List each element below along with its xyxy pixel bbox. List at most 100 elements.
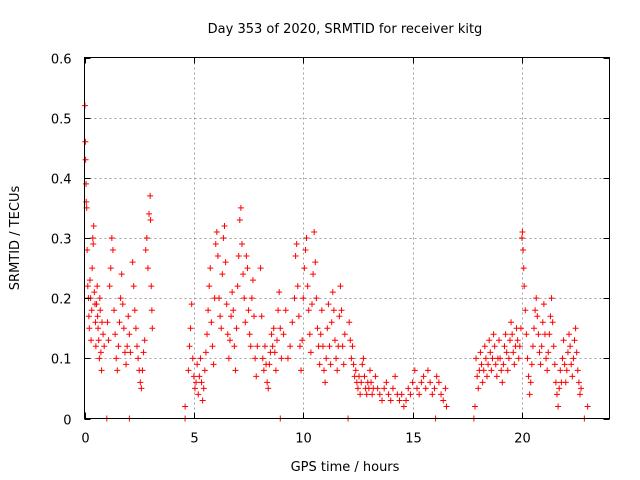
data-point [298, 367, 305, 374]
data-point [114, 367, 121, 374]
data-point [366, 367, 373, 374]
data-point [121, 349, 128, 356]
data-point [322, 379, 329, 386]
data-point [584, 403, 591, 410]
data-point [86, 277, 93, 284]
data-point [574, 367, 581, 374]
data-point [346, 319, 353, 326]
y-tick-label: 0.4 [51, 173, 72, 188]
data-point [528, 361, 535, 368]
data-point [309, 301, 315, 308]
data-point [272, 367, 279, 374]
data-point [186, 343, 193, 350]
data-point [182, 403, 189, 410]
data-point [144, 265, 151, 272]
data-point [240, 271, 247, 278]
tick-labels: 0 0.1 0.2 0.3 0.4 0.5 0.6 0 5 10 15 20 [51, 53, 531, 447]
data-point [556, 385, 563, 392]
data-point [301, 265, 308, 272]
data-point [385, 391, 392, 398]
data-point [268, 331, 275, 338]
data-point [491, 343, 498, 350]
data-point [564, 349, 571, 356]
data-point [383, 379, 390, 386]
data-point [360, 355, 367, 362]
data-point [95, 325, 102, 332]
data-point [147, 216, 154, 223]
data-point [511, 361, 518, 368]
data-point [433, 373, 440, 380]
data-point [219, 271, 226, 278]
data-point [124, 343, 131, 350]
data-point [131, 307, 138, 314]
data-point [218, 325, 225, 332]
data-point [185, 367, 192, 374]
data-point [575, 379, 582, 386]
data-point [84, 247, 91, 254]
data-point [306, 331, 313, 338]
data-point [200, 385, 207, 392]
data-point [340, 361, 347, 368]
data-point [112, 331, 119, 338]
data-point [258, 313, 265, 320]
data-point [443, 403, 450, 410]
data-point [89, 265, 96, 272]
data-point [509, 331, 516, 338]
data-point [374, 385, 381, 392]
data-point [349, 343, 356, 350]
data-point [338, 307, 345, 314]
data-point [223, 301, 230, 308]
data-point [82, 138, 89, 145]
x-tick-label: 15 [405, 432, 422, 447]
data-point [278, 355, 285, 362]
data-point [521, 283, 528, 290]
data-point [490, 331, 497, 338]
data-point [505, 355, 512, 362]
data-point [139, 367, 146, 374]
data-point [220, 235, 227, 241]
data-point [221, 222, 228, 229]
data-point [424, 367, 431, 374]
y-tick-label: 0.5 [51, 113, 72, 128]
data-point [416, 391, 423, 398]
data-point [316, 361, 323, 368]
data-point [546, 331, 553, 338]
data-point [107, 265, 114, 272]
data-point [239, 241, 245, 248]
data-point [484, 373, 490, 380]
data-point [515, 355, 522, 362]
data-point [506, 337, 513, 344]
data-point [242, 319, 249, 326]
data-point [303, 235, 310, 241]
data-point [217, 313, 224, 320]
data-point [118, 271, 125, 278]
data-point [115, 343, 122, 350]
data-point [233, 325, 240, 332]
data-point [552, 379, 559, 386]
data-point [438, 391, 445, 398]
data-point [232, 367, 239, 374]
data-point [420, 373, 427, 380]
data-point [224, 331, 231, 338]
data-point [520, 265, 527, 272]
data-point [282, 307, 289, 314]
data-point [524, 355, 531, 362]
data-point [312, 259, 319, 266]
data-point [90, 241, 97, 248]
data-point [348, 355, 355, 362]
data-point [97, 349, 104, 356]
data-point [493, 373, 500, 380]
data-point [562, 379, 569, 386]
data-point [478, 361, 485, 368]
data-point [193, 379, 200, 386]
data-point [120, 325, 127, 332]
data-point [578, 385, 585, 392]
data-point [328, 319, 335, 326]
data-point [277, 325, 284, 332]
data-point [94, 283, 101, 290]
data-point [310, 271, 317, 278]
data-point [82, 156, 89, 163]
x-tick-label: 0 [81, 432, 89, 447]
data-point [98, 367, 105, 374]
